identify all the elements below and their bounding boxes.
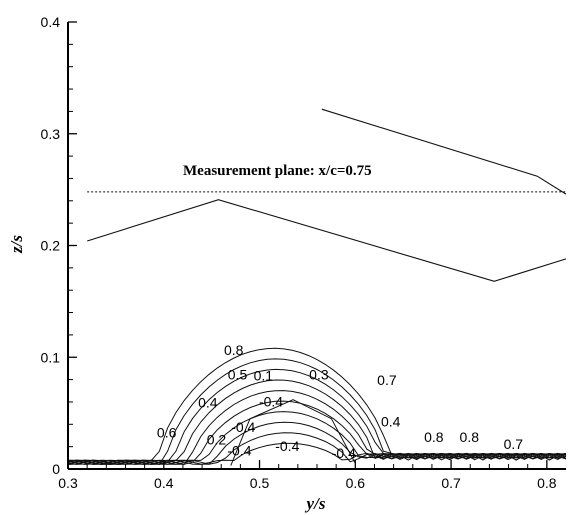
contour-label: 0.6 [157,425,177,441]
contour-label: 0.8 [224,342,244,358]
contour-label: 0.7 [504,436,524,452]
contour-lines [67,347,567,466]
wing-outline [87,199,567,282]
contour-line [67,432,567,465]
x-axis-title: y/s [305,494,326,513]
contour-labels: 0.80.5 0.1 0.3 0.70.4 -0.40.40.6 -0.40.2 0.8 0.… [157,342,523,461]
contour-label: 0.4 [381,414,401,430]
axes [67,22,566,470]
contour-line [67,368,567,466]
x-tick-label: 0.6 [346,475,366,491]
contour-label: -0.4 [227,443,251,459]
x-tick-label: 0.3 [58,475,78,491]
wing-outline [321,108,567,195]
contour-label: -0.4 [275,438,299,454]
ticks: 0.3 0.4 0.5 0.6 0.7 0.8 0 0.1 0.2 0.3 0.4 [41,14,557,491]
y-tick-label: 0.4 [41,14,61,30]
contour-label: 0.4 [198,395,218,411]
contour-label: 0.7 [377,372,397,388]
x-tick-label: 0.7 [441,475,461,491]
contour-label: 0.5 [228,367,248,383]
contour-line [230,399,356,466]
y-tick-label: 0 [52,461,60,477]
contour-line [67,411,567,465]
contour-label: -0.4 [332,445,356,461]
contour-line [67,442,567,465]
measurement-plane-label: Measurement plane: x/c=0.75 [183,163,372,179]
contour-label: 0.8 [424,429,444,445]
wing-outlines [87,108,567,282]
y-axis-title: z/s [7,235,26,254]
contour-label: 0.8 [460,429,480,445]
y-tick-label: 0.3 [41,126,61,142]
y-tick-label: 0.1 [41,349,61,365]
contour-label: -0.4 [259,393,283,409]
contour-line [67,379,567,465]
x-tick-label: 0.8 [537,475,557,491]
contour-label: 0.1 [254,368,274,384]
contour-line [67,421,567,465]
contour-label: 0.3 [309,367,329,383]
contour-label: -0.4 [231,419,255,435]
x-tick-label: 0.5 [250,475,270,491]
contour-label: 0.2 [207,431,227,447]
y-tick-label: 0.2 [41,238,61,254]
x-tick-label: 0.4 [154,475,174,491]
